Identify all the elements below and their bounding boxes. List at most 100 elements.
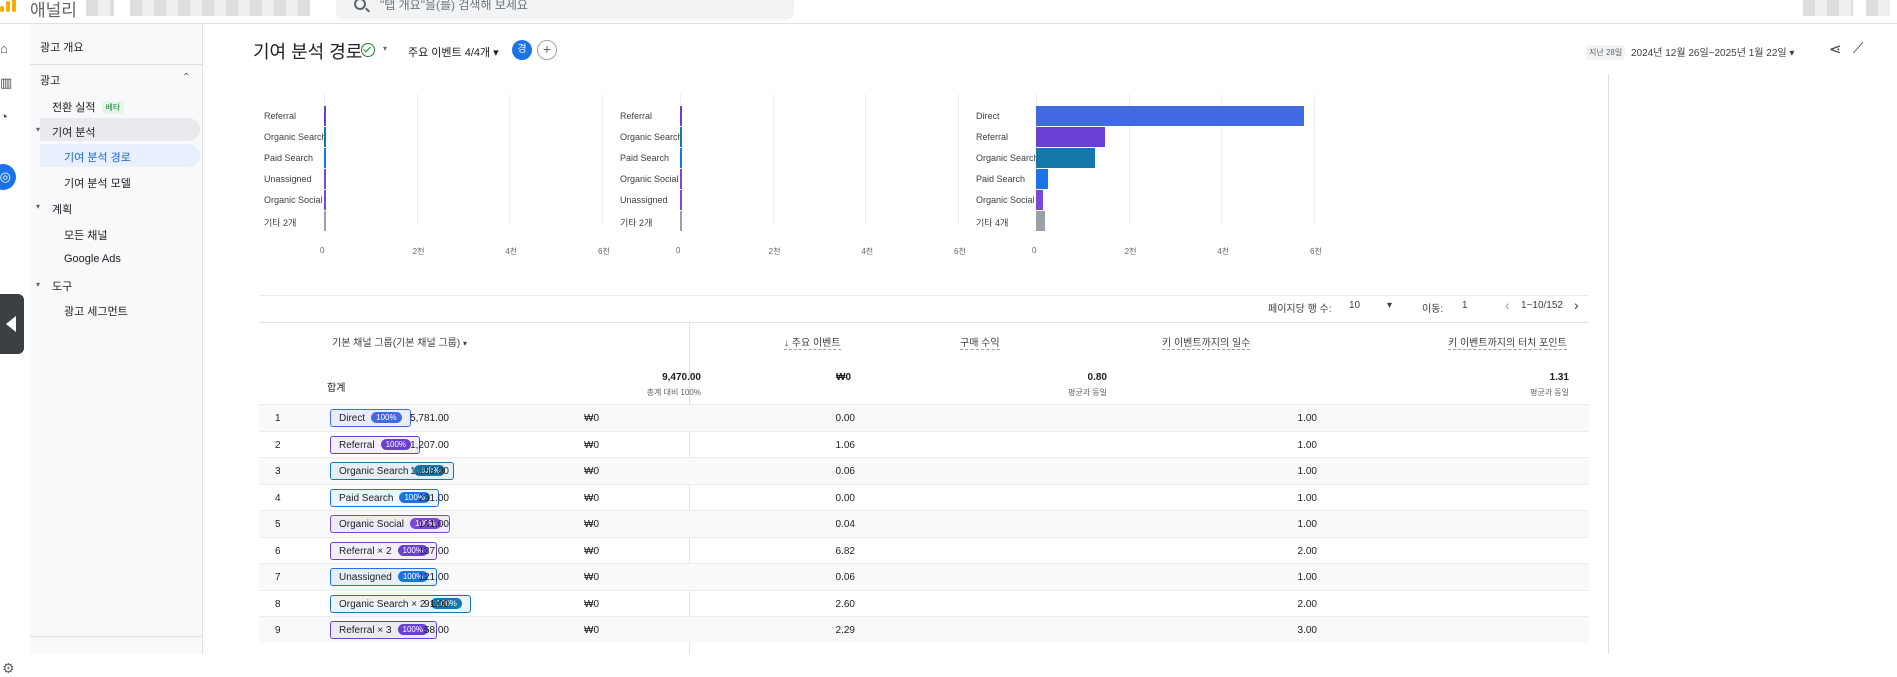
- goto-page-input[interactable]: 1: [1462, 300, 1468, 311]
- key-events-value: 5,781.00: [410, 413, 449, 424]
- channel-percent-badge: 100%: [380, 438, 412, 450]
- chart-bar[interactable]: [680, 148, 682, 168]
- search-input[interactable]: "탭 개요"을(를) 검색해 보세요: [336, 0, 794, 20]
- rows-per-page-select[interactable]: 10 ▾: [1349, 300, 1393, 311]
- chart-bar[interactable]: [1036, 169, 1049, 189]
- chart-bar[interactable]: [324, 106, 326, 126]
- dimension-column-header[interactable]: 기본 채널 그룹(기본 채널 그룹) ▾: [332, 338, 467, 349]
- chart-tick-label: 2천: [412, 247, 425, 256]
- channel-chip[interactable]: Organic Search × 2 100%: [330, 594, 471, 613]
- account-name-blurred[interactable]: [86, 0, 114, 16]
- totals-revenue: ₩0: [836, 372, 851, 383]
- table-row[interactable]: 4 Paid Search 100% 231.00 ₩0 0.00 1.00: [259, 483, 1589, 511]
- reports-icon[interactable]: ▥: [0, 75, 13, 90]
- gear-icon[interactable]: ⚙: [2, 660, 15, 676]
- chart-bar[interactable]: [324, 211, 326, 231]
- row-number: 4: [275, 492, 281, 504]
- comparison-chip[interactable]: 경: [512, 40, 532, 60]
- key-events-value: 1,207.00: [410, 439, 449, 451]
- channel-label: Referral: [339, 439, 375, 451]
- chart-bar[interactable]: [1036, 190, 1043, 210]
- sidebar-item-conversions[interactable]: 전환 실적 베타: [52, 99, 125, 115]
- app-name: 애널리: [30, 1, 77, 20]
- days-column-header[interactable]: 키 이벤트까지의 일수: [1162, 334, 1251, 350]
- chart-bar[interactable]: [324, 169, 326, 189]
- insights-icon[interactable]: ⟋: [1853, 40, 1864, 57]
- chart-bar[interactable]: [324, 127, 326, 147]
- chevron-up-icon[interactable]: ⌃: [182, 72, 191, 83]
- chevron-left-icon[interactable]: ‹: [1505, 297, 1510, 313]
- advertising-icon[interactable]: ◎: [0, 164, 16, 190]
- chart-bar[interactable]: [680, 190, 682, 210]
- chart-bar[interactable]: [1036, 106, 1304, 126]
- chart-bar[interactable]: [680, 211, 682, 231]
- chevron-right-icon[interactable]: ›: [1574, 297, 1579, 313]
- key-events-selector[interactable]: 주요 이벤트 4/4개 ▾: [408, 47, 499, 59]
- sidebar-item-google-ads[interactable]: Google Ads: [64, 253, 121, 265]
- user-avatar-blurred[interactable]: [1866, 0, 1890, 16]
- revenue-value: ₩0: [584, 572, 599, 583]
- table-row[interactable]: 3 Organic Search 100% 1,153.00 ₩0 0.06 1.00: [259, 457, 1589, 484]
- check-circle-icon[interactable]: [361, 43, 375, 57]
- key-events-value: 137.00: [418, 545, 449, 557]
- table-row[interactable]: 2 Referral 100% 1,207.00 ₩0 1.06 1.00: [259, 430, 1589, 458]
- chart-bar[interactable]: [324, 190, 326, 210]
- table-row[interactable]: 5 Organic Social 100% 141.00 ₩0 0.04 1.00: [259, 510, 1589, 537]
- sidebar-section-ads[interactable]: 광고: [40, 75, 61, 87]
- channel-label: Organic Search × 2: [339, 598, 426, 610]
- touchpoints-column-header[interactable]: 키 이벤트까지의 터치 포인트: [1448, 334, 1567, 350]
- chart-bar[interactable]: [324, 148, 326, 168]
- add-comparison-button[interactable]: +: [537, 40, 557, 60]
- channel-chip[interactable]: Unassigned 100%: [330, 568, 438, 586]
- chart-tick-label: 0: [320, 246, 325, 255]
- property-name-blurred[interactable]: [130, 0, 310, 16]
- user-account-blurred[interactable]: [1803, 0, 1853, 16]
- sidebar-item-planning[interactable]: 계획: [52, 204, 73, 216]
- totals-events: 9,470.00: [662, 372, 701, 383]
- caret-down-icon[interactable]: ▾: [36, 280, 41, 289]
- chart-bar[interactable]: [680, 169, 682, 189]
- key-events-column-header[interactable]: ↓ 주요 이벤트: [784, 334, 841, 350]
- table-row[interactable]: 6 Referral × 2 100% 137.00 ₩0 6.82 2.00: [259, 536, 1589, 564]
- chart-category-label: Organic Social: [264, 195, 323, 205]
- touchpoints-value: 1.00: [1297, 572, 1317, 583]
- chart-bar[interactable]: [680, 127, 682, 147]
- share-icon[interactable]: ⋖: [1829, 41, 1842, 58]
- touchpoints-value: 1.00: [1297, 439, 1317, 451]
- sidebar-item-overview[interactable]: 광고 개요: [40, 42, 84, 54]
- key-events-value: 231.00: [418, 492, 449, 504]
- caret-down-icon[interactable]: ▾: [36, 202, 41, 211]
- caret-down-icon[interactable]: ▾: [383, 44, 388, 53]
- key-events-value: 121.00: [418, 572, 449, 583]
- table-row[interactable]: 8 Organic Search × 2 100% 91.00 ₩0 2.60 2.00: [259, 589, 1589, 617]
- sidebar-item-attribution-models[interactable]: 기여 분석 모델: [64, 178, 131, 190]
- chart-bar[interactable]: [1036, 211, 1045, 231]
- home-icon[interactable]: ⌂: [0, 41, 8, 56]
- revenue-column-header[interactable]: 구매 수익: [960, 334, 1000, 350]
- chart-bar[interactable]: [1036, 127, 1106, 147]
- table-row[interactable]: 7 Unassigned 100% 121.00 ₩0 0.06 1.00: [259, 563, 1589, 590]
- sidebar-item-all-channels[interactable]: 모든 채널: [64, 230, 108, 242]
- channel-chip[interactable]: Referral 100%: [330, 435, 421, 454]
- channel-chip[interactable]: Paid Search 100%: [330, 488, 439, 507]
- sidebar-item-active-highlight: [40, 144, 200, 167]
- chart-category-label: Referral: [620, 111, 653, 121]
- sidebar-item-ad-segments[interactable]: 광고 세그먼트: [64, 306, 128, 318]
- channel-chip[interactable]: Organic Search 100%: [330, 462, 454, 480]
- collapse-panel-button[interactable]: [0, 294, 24, 354]
- channel-chip[interactable]: Direct 100%: [330, 409, 411, 427]
- revenue-value: ₩0: [584, 519, 599, 530]
- chart-bar[interactable]: [680, 106, 682, 126]
- chart-bar[interactable]: [1036, 148, 1095, 168]
- channel-chip[interactable]: Referral × 2 100%: [330, 541, 437, 560]
- explore-icon[interactable]: ◔: [0, 109, 8, 124]
- caret-down-icon[interactable]: ▾: [36, 125, 41, 134]
- channel-chip[interactable]: Referral × 3 100%: [330, 621, 437, 639]
- sidebar-item-attribution-paths[interactable]: 기여 분석 경로: [64, 152, 131, 164]
- table-row[interactable]: 9 Referral × 3 100% 58.00 ₩0 2.29 3.00: [259, 616, 1589, 643]
- sidebar-item-attribution[interactable]: 기여 분석: [52, 127, 96, 139]
- channel-chip[interactable]: Organic Social 100%: [330, 515, 450, 533]
- table-row[interactable]: 1 Direct 100% 5,781.00 ₩0 0.00 1.00: [259, 404, 1589, 431]
- date-range-selector[interactable]: 2024년 12월 26일~2025년 1월 22일 ▾: [1631, 48, 1795, 59]
- sidebar-item-tools[interactable]: 도구: [52, 281, 73, 293]
